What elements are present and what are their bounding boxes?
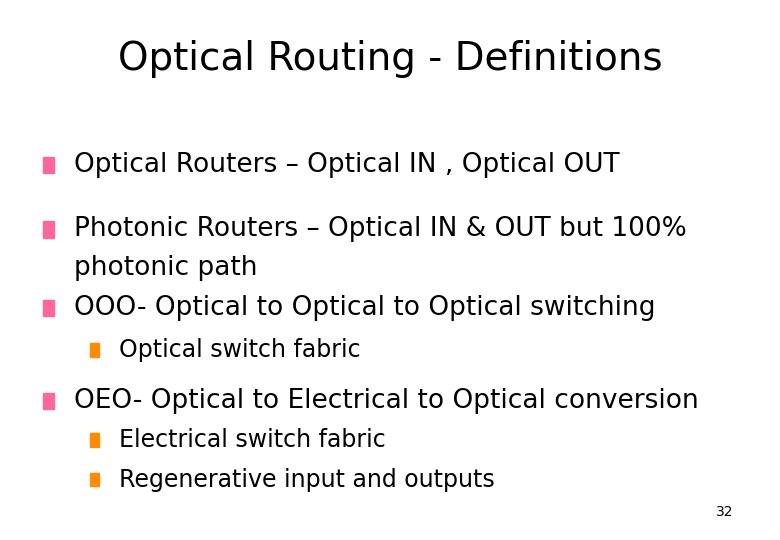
FancyBboxPatch shape (43, 221, 54, 238)
Text: Optical switch fabric: Optical switch fabric (119, 338, 360, 362)
Text: Optical Routers – Optical IN , Optical OUT: Optical Routers – Optical IN , Optical O… (74, 152, 620, 178)
Text: photonic path: photonic path (74, 255, 257, 281)
FancyBboxPatch shape (90, 343, 99, 357)
Text: OOO- Optical to Optical to Optical switching: OOO- Optical to Optical to Optical switc… (74, 295, 656, 321)
Text: Optical Routing - Definitions: Optical Routing - Definitions (118, 40, 662, 78)
Text: 32: 32 (716, 505, 733, 519)
FancyBboxPatch shape (43, 393, 54, 409)
FancyBboxPatch shape (90, 473, 99, 486)
Text: Regenerative input and outputs: Regenerative input and outputs (119, 468, 495, 491)
FancyBboxPatch shape (90, 433, 99, 447)
FancyBboxPatch shape (43, 157, 54, 173)
Text: OEO- Optical to Electrical to Optical conversion: OEO- Optical to Electrical to Optical co… (74, 388, 699, 414)
FancyBboxPatch shape (43, 300, 54, 316)
Text: Photonic Routers – Optical IN & OUT but 100%: Photonic Routers – Optical IN & OUT but … (74, 217, 687, 242)
Text: Electrical switch fabric: Electrical switch fabric (119, 428, 385, 452)
